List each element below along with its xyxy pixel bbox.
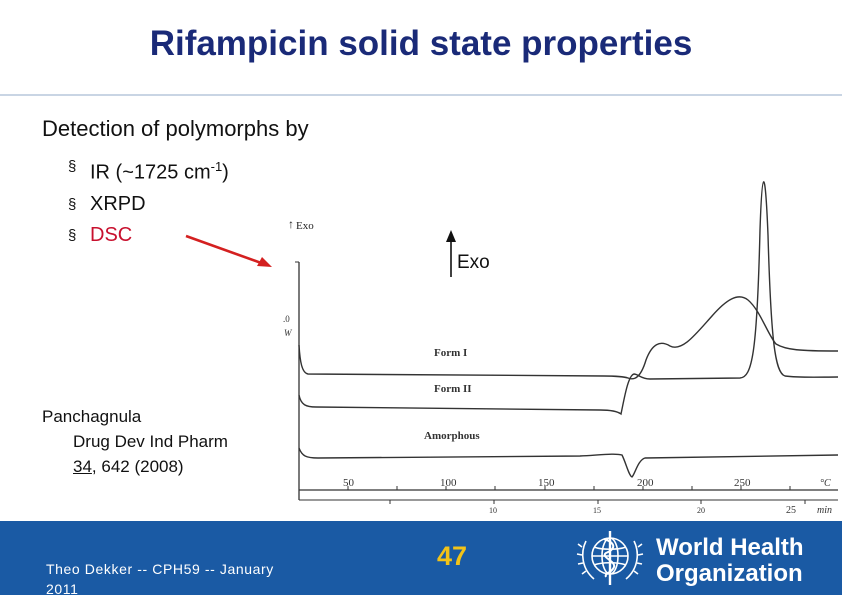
exo-arrow-head [446,230,456,242]
who-emblem-icon [576,531,644,585]
citation-pages: , 642 (2008) [91,457,184,476]
figure-exo-tag-arrow: ↑ [288,217,294,231]
page-number: 47 [436,541,468,571]
temp-tick-unit: °C [820,478,831,489]
exo-label: Exo [457,252,490,273]
footer-credit-line-1: Theo Dekker -- CPH59 -- January [46,561,274,577]
figure-marker: .0 [283,314,290,324]
bullet-xrpd-text: XRPD [90,192,146,215]
who-wordmark-line-1: World Health [656,534,804,561]
curve-amorphous [298,447,839,478]
who-wordmark-line-2: Organization [656,560,803,587]
label-form-2: Form II [434,383,472,395]
label-form-1: Form I [434,347,467,359]
bullet-xrpd: § XRPD [68,189,229,220]
time-tick-25: 25 [786,505,796,516]
temp-tick-250: 250 [734,477,751,489]
temp-tick-150: 150 [538,477,555,489]
bullet-icon: § [68,226,77,244]
figure-exo-tag: Exo [296,220,314,232]
temp-tick-50: 50 [343,477,355,489]
time-tick-unit: min [817,505,832,516]
bullet-list: § IR (~1725 cm-1) § XRPD § DSC [68,151,229,251]
section-heading: Detection of polymorphs by [42,116,309,141]
figure-unit: W [284,328,293,338]
bullet-dsc-text: DSC [90,223,133,246]
citation-volume: 34 [73,457,92,476]
time-tick-10: 10 [489,506,497,515]
citation: Panchagnula Drug Dev Ind Pharm 34, 642 (… [42,404,228,479]
curve-form-1 [298,296,839,380]
bullet-ir-text: IR (~1725 cm [90,161,211,184]
temp-axis-ticks [347,486,791,490]
curve-form-2 [298,181,839,416]
title-divider [0,94,842,96]
temp-tick-200: 200 [637,477,654,489]
footer-bar: Theo Dekker -- CPH59 -- January 2011 47 … [0,521,842,597]
footer-credit: Theo Dekker -- CPH59 -- January 2011 [46,559,274,599]
footer-credit-line-2: 2011 [46,581,79,597]
who-wordmark: World Health Organization [656,535,804,587]
time-tick-20: 20 [697,506,705,515]
slide-title: Rifampicin solid state properties [149,24,693,63]
time-axis-ticks [389,500,806,504]
time-tick-15: 15 [593,506,601,515]
bullet-ir: § IR (~1725 cm-1) [68,151,229,189]
citation-author: Panchagnula [42,407,142,426]
bullet-dsc: § DSC [68,220,229,251]
bullet-ir-close: ) [222,161,229,184]
bullet-ir-superscript: -1 [210,159,223,174]
red-arrow-line [185,234,265,266]
label-amorphous: Amorphous [424,430,480,442]
bullet-icon: § [68,195,77,213]
red-arrow-head [257,257,272,267]
citation-reference: 34, 642 (2008) [42,454,228,479]
temp-tick-100: 100 [440,477,457,489]
bullet-icon: § [68,158,77,175]
citation-journal: Drug Dev Ind Pharm [73,432,228,451]
